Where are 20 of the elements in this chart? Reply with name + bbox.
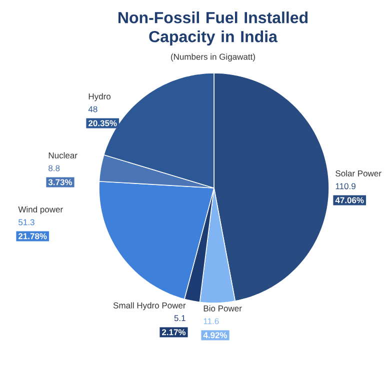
- data-label: 3.73%: [48, 179, 72, 186]
- slice-label: Solar Power: [336, 170, 382, 176]
- slice-label: Nuclear: [48, 152, 78, 158]
- text: 110.9: [336, 183, 356, 190]
- text: 11.6: [204, 318, 219, 324]
- slice-label: Small Hydro Power: [113, 302, 186, 310]
- text: 8.8: [48, 165, 60, 172]
- data-label: 20.35%: [88, 120, 117, 126]
- data-label: 4.92%: [203, 332, 228, 338]
- text: 48: [88, 106, 98, 112]
- slice-label: Wind power: [18, 206, 63, 214]
- text: 5.1: [174, 315, 186, 322]
- data-label: 47.06%: [335, 197, 364, 204]
- slice-label: Bio Power: [204, 305, 242, 312]
- data-label: 21.78%: [18, 233, 47, 240]
- data-label: 2.17%: [162, 329, 186, 336]
- chart-title: Non-Fossil Fuel Installed Capacity in India: [118, 12, 308, 46]
- text: 51.3: [18, 219, 34, 226]
- chart-subtitle: (Numbers in Gigawatt): [171, 54, 255, 62]
- slice-label: Hydro: [88, 93, 111, 102]
